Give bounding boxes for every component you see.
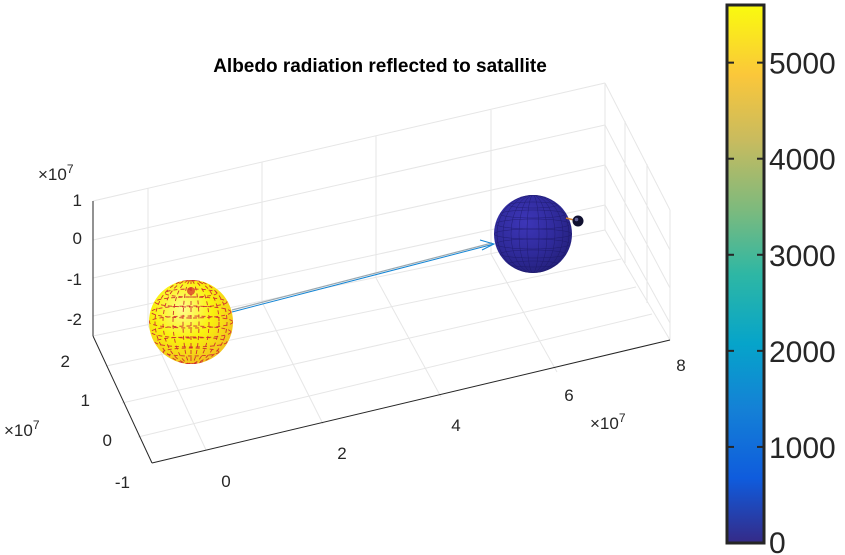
sun-sphere [149, 280, 233, 364]
colorbar-tick-label: 2000 [769, 336, 836, 369]
chart-title: Albedo radiation reflected to satallite [213, 56, 547, 77]
x-exponent-label: ×107 [590, 411, 626, 433]
earth-sphere [494, 195, 572, 273]
x-axis: 0 2 4 6 8 ×107 [221, 356, 685, 491]
z-exponent-label: ×107 [38, 162, 74, 184]
z-tick-label: -2 [67, 310, 82, 329]
z-tick-label: -1 [67, 270, 82, 289]
colorbar-tick-label: 1000 [769, 432, 836, 465]
z-tick-label: 1 [73, 191, 82, 210]
z-axis: ×107 1 0 -1 -2 [38, 162, 82, 329]
y-exponent-label: ×107 [4, 418, 40, 440]
y-tick-label: 0 [103, 431, 112, 450]
x-tick-label: 4 [451, 416, 460, 435]
satellite-sphere [565, 215, 584, 227]
colorbar-tick-label: 4000 [769, 144, 836, 177]
colorbar-tick-label: 3000 [769, 240, 836, 273]
colorbar-ticks: 0 1000 2000 3000 4000 5000 [727, 48, 836, 555]
y-tick-label: 2 [61, 352, 70, 371]
colorbar: 0 1000 2000 3000 4000 5000 [725, 3, 836, 555]
y-tick-label: -1 [115, 473, 130, 492]
x-tick-label: 2 [337, 444, 346, 463]
colorbar-gradient [725, 3, 766, 545]
x-tick-label: 0 [221, 472, 230, 491]
colorbar-tick-label: 0 [769, 527, 786, 555]
x-tick-label: 8 [676, 356, 685, 375]
radiation-arrow [231, 239, 496, 313]
y-tick-label: 1 [81, 391, 90, 410]
x-tick-label: 6 [564, 386, 573, 405]
z-tick-label: 0 [73, 229, 82, 248]
y-axis: 2 1 ×107 0 -1 [4, 352, 130, 492]
colorbar-tick-label: 5000 [769, 48, 836, 81]
